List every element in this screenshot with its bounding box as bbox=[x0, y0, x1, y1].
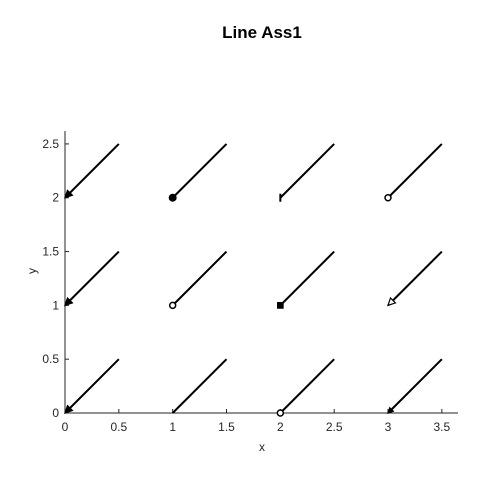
start-marker bbox=[387, 296, 397, 307]
segment-line bbox=[64, 250, 120, 307]
segment-line bbox=[64, 143, 120, 199]
y-tick-label: 2 bbox=[52, 191, 59, 205]
line-segment bbox=[168, 143, 228, 202]
start-marker bbox=[384, 193, 392, 202]
segment-line bbox=[171, 358, 228, 414]
segment-line bbox=[279, 250, 335, 307]
line-segment bbox=[277, 250, 335, 309]
line-segment bbox=[171, 358, 228, 414]
x-tick-label: 3 bbox=[385, 420, 392, 434]
line-segment bbox=[387, 250, 443, 307]
start-marker bbox=[168, 193, 177, 202]
x-tick-label: 1.5 bbox=[218, 420, 235, 434]
start-marker bbox=[276, 409, 285, 417]
x-tick-label: 1 bbox=[169, 420, 176, 434]
x-tick-label: 2.5 bbox=[326, 420, 343, 434]
x-tick-label: 2 bbox=[277, 420, 284, 434]
segment-line bbox=[387, 358, 443, 414]
x-tick-label: 3.5 bbox=[434, 420, 451, 434]
y-tick-label: 2.5 bbox=[42, 137, 59, 151]
segment-line bbox=[279, 358, 335, 414]
y-tick-label: 1 bbox=[52, 298, 59, 312]
segment-line bbox=[64, 358, 120, 414]
start-marker bbox=[64, 189, 74, 199]
y-tick-label: 0 bbox=[52, 406, 59, 420]
chart-title: Line Ass1 bbox=[222, 23, 302, 42]
segments-layer bbox=[64, 143, 443, 417]
line-segment bbox=[64, 143, 120, 199]
line-segment bbox=[64, 358, 120, 414]
x-tick-label: 0.5 bbox=[110, 420, 127, 434]
line-segment bbox=[279, 143, 335, 202]
line-segment bbox=[384, 143, 443, 202]
segment-line bbox=[387, 143, 443, 199]
segment-line bbox=[387, 250, 443, 307]
start-marker bbox=[64, 404, 74, 414]
start-marker bbox=[64, 296, 74, 307]
segment-line bbox=[279, 143, 335, 199]
y-axis-label: y bbox=[25, 268, 39, 274]
line-segment bbox=[64, 250, 120, 307]
start-marker bbox=[168, 301, 177, 310]
line-segment bbox=[387, 358, 443, 414]
y-tick-label: 1.5 bbox=[42, 245, 59, 259]
y-tick-label: 0.5 bbox=[42, 352, 59, 366]
axes: 0 0.5 1 1.5 2 2.5 3 3.5 0 0.5 1 1.5 2 2.5 bbox=[42, 131, 458, 434]
x-axis-label: x bbox=[259, 440, 265, 454]
segment-line bbox=[171, 143, 228, 199]
start-marker bbox=[277, 302, 284, 309]
segment-line bbox=[171, 250, 228, 307]
x-tick-label: 0 bbox=[62, 420, 69, 434]
line-segment bbox=[276, 358, 335, 417]
line-segment bbox=[168, 250, 228, 310]
start-marker bbox=[387, 406, 395, 414]
